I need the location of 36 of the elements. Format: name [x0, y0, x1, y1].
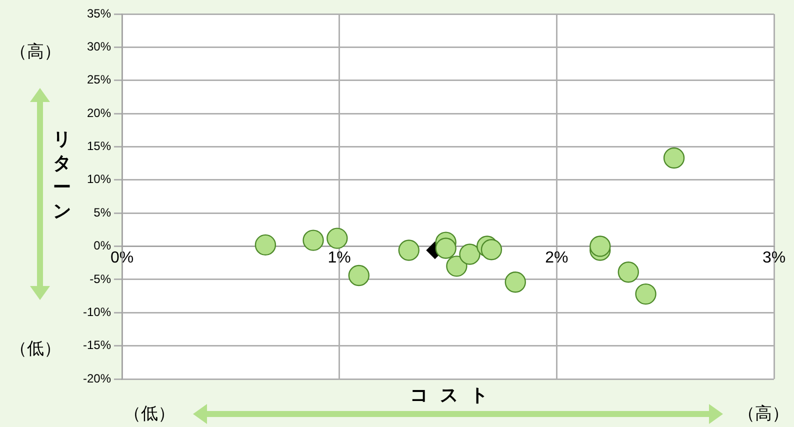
point: [663, 147, 685, 169]
y-tick-label: 20%: [86, 106, 112, 120]
x-axis-title: コスト: [410, 384, 500, 407]
x-tick-label: 0%: [110, 249, 134, 266]
y-tick-label: 5%: [94, 205, 112, 220]
text: （低）: [124, 403, 175, 425]
y-tick-label: 0%: [94, 238, 112, 253]
y-tick-label: 15%: [86, 139, 112, 154]
y-tick-label: 10%: [86, 172, 112, 186]
point: [590, 236, 611, 257]
point: [254, 234, 276, 256]
y-tick-label: 30%: [86, 39, 112, 54]
x-tick-label: 3%: [762, 249, 786, 266]
point: [446, 256, 468, 277]
point: [504, 272, 526, 293]
point: [635, 283, 656, 305]
point: [326, 228, 348, 249]
y-tick-label: -15%: [83, 338, 112, 352]
x-tick-label: 1%: [328, 249, 351, 266]
point: [480, 238, 502, 260]
y-tick-label: -10%: [83, 304, 112, 319]
point: [348, 264, 370, 286]
y-tick-label: 35%: [86, 6, 112, 20]
text: （低）: [10, 338, 61, 360]
y-axis-title: リターン: [52, 128, 72, 224]
point: [618, 262, 639, 283]
point: [302, 230, 324, 251]
text: （高）: [10, 41, 61, 63]
y-tick-label: -5%: [90, 272, 112, 286]
point: [435, 238, 456, 259]
x-tick-label: 2%: [545, 249, 568, 266]
y-tick-label: -20%: [83, 371, 112, 386]
y-tick-label: 25%: [86, 72, 112, 87]
point: [398, 240, 420, 261]
text: （高）: [738, 403, 789, 425]
point: [459, 244, 480, 265]
